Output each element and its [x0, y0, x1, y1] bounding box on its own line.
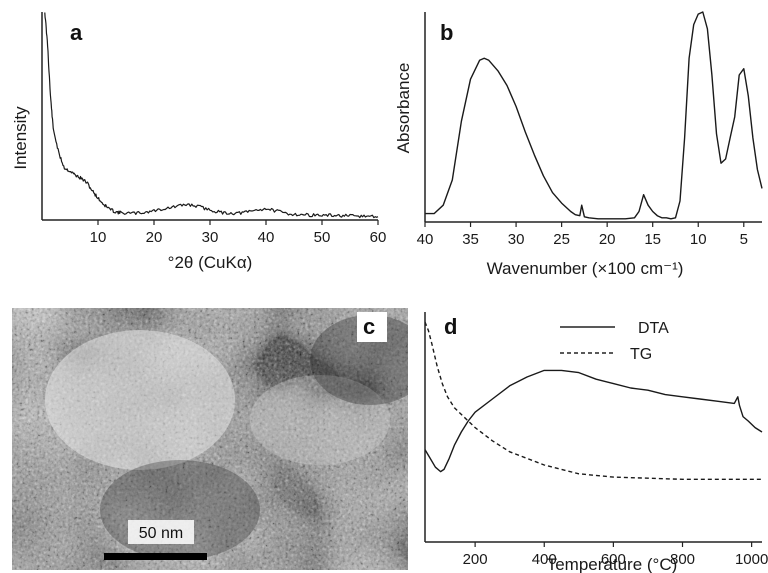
panel-d-x-tick-label: 1000 [735, 551, 768, 568]
scale-bar-label-box [128, 520, 194, 544]
panel-c-letter-box [357, 312, 387, 342]
panel-a-x-tick-label: 40 [258, 229, 275, 246]
panel-d-series-dta-line [424, 369, 763, 473]
scale-bar [104, 553, 207, 560]
panel-d-letter: d [444, 314, 457, 339]
panel-b-series-0-line [425, 11, 763, 220]
panel-a-x-tick-label: 60 [370, 229, 387, 246]
legend-tg-label: TG [630, 346, 652, 363]
panel-b-letter: b [440, 20, 453, 45]
panel-a-x-tick-label: 30 [202, 229, 219, 246]
panel-b-x-tick-label: 15 [644, 231, 661, 248]
panel-d-x-tick-label: 200 [463, 551, 488, 568]
panel-d-x-tick-label: 800 [670, 551, 695, 568]
panel-b-x-tick-label: 20 [599, 231, 616, 248]
panel-b: b 40 35 30 25 20 15 10 5 Wavenumber (×100 cm⁻¹)… [394, 11, 763, 278]
panel-a-series-0-line [44, 12, 379, 219]
panel-b-x-tick-label: 10 [690, 231, 707, 248]
panel-a: a 10 20 30 40 50 60 °2θ (CuKα) Intensity [11, 12, 386, 272]
panel-a-letter: a [70, 20, 83, 45]
panel-b-x-label: Wavenumber (×100 cm⁻¹) [487, 259, 684, 278]
panel-a-x-tick-label: 10 [90, 229, 107, 246]
panel-b-x-tick-label: 35 [462, 231, 479, 248]
scale-bar-label: 50 nm [139, 525, 183, 542]
panel-b-y-label: Absorbance [394, 63, 413, 154]
panel-d: d 200 400 600 800 1000 Temperature (°C) DTA … [424, 312, 768, 573]
panel-b-x-tick-label: 25 [553, 231, 570, 248]
panel-d-x-tick-label: 400 [532, 551, 557, 568]
legend-dta-label: DTA [638, 320, 669, 337]
panel-c-tem-image: c 50 nm [12, 308, 408, 570]
panel-b-x-tick-label: 5 [740, 231, 748, 248]
panel-d-x-tick-label: 600 [601, 551, 626, 568]
panel-d-x-label: Temperature (°C) [547, 555, 678, 573]
panel-c-letter: c [363, 314, 375, 339]
panel-b-x-tick-label: 40 [417, 231, 434, 248]
panel-a-x-tick-label: 50 [314, 229, 331, 246]
panel-b-x-tick-label: 30 [508, 231, 525, 248]
panel-a-x-tick-label: 20 [146, 229, 163, 246]
panel-a-x-label: °2θ (CuKα) [168, 253, 253, 272]
panel-a-y-label: Intensity [11, 106, 30, 170]
